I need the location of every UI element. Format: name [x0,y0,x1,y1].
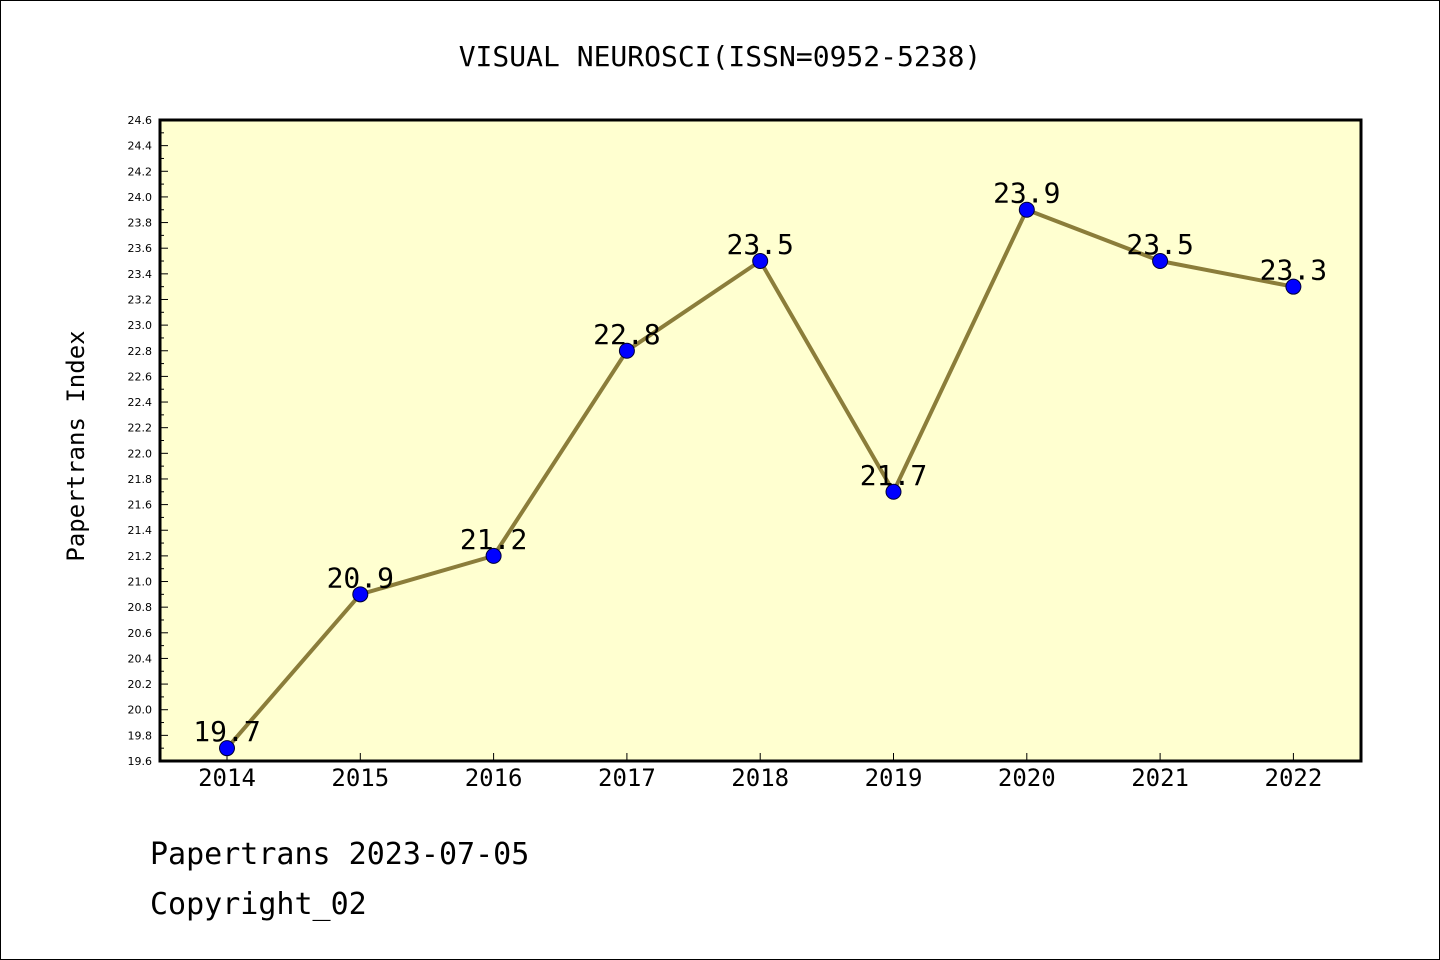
footer-date: Papertrans 2023-07-05 [150,837,529,872]
data-point [752,253,769,270]
x-axis: 2014 2015 2016 2017 2018 2019 2020 2021 2022 [198,753,1322,792]
data-point [352,586,369,603]
data-label: 22.8 [593,318,660,351]
data-label: 19.7 [193,715,260,748]
y-tick-label: 24.6 [128,114,153,127]
data-point [618,342,635,359]
data-point [485,547,502,564]
y-tick-label: 20.2 [128,678,153,691]
data-point [885,483,902,500]
y-tick-label: 21.2 [128,550,153,563]
plot-area [158,118,1363,763]
data-point [1018,201,1035,218]
y-axis: 19.6 19.8 20.0 20.2 20.4 20.6 20.8 21.0 21.2 21.4… [128,114,168,768]
y-tick-label: 22.2 [128,422,153,435]
data-label: 21.2 [460,523,527,556]
data-label: 23.5 [1126,228,1193,261]
data-label: 21.7 [860,459,927,492]
y-tick-label: 22.0 [128,447,153,460]
data-label: 23.9 [993,177,1060,210]
x-tick-label: 2016 [465,764,523,792]
data-point [219,740,235,757]
y-tick-label: 20.8 [128,601,153,614]
x-tick-label: 2017 [598,764,656,792]
y-tick-label: 23.8 [128,217,153,230]
y-tick-label: 21.8 [128,473,153,486]
data-label: 23.3 [1260,254,1327,287]
y-tick-label: 21.6 [128,499,153,512]
y-tick-label: 21.0 [128,576,153,589]
y-axis-label: Papertrans Index [62,330,90,561]
y-tick-label: 24.2 [128,165,153,178]
y-tick-label: 24.0 [128,191,153,204]
y-tick-label: 23.6 [128,242,153,255]
y-tick-label: 24.4 [128,140,153,153]
data-point [1152,253,1169,270]
y-tick-label: 22.8 [128,345,153,358]
y-tick-label: 21.4 [128,524,153,537]
y-tick-label: 23.2 [128,293,153,306]
footer-copyright: Copyright_02 [150,887,367,922]
marker-group [219,201,1302,757]
x-tick-label: 2015 [331,764,389,792]
x-tick-label: 2020 [998,764,1056,792]
x-tick-label: 2014 [198,764,256,792]
y-tick-label: 19.8 [128,729,153,742]
data-label: 20.9 [327,561,394,594]
x-tick-label: 2018 [731,764,789,792]
x-tick-label: 2021 [1131,764,1189,792]
data-point [1285,278,1302,295]
chart-title: VISUAL NEUROSCI(ISSN=0952-5238) [459,40,982,73]
y-tick-label: 22.4 [128,396,153,409]
y-tick-label: 20.4 [128,652,153,665]
data-label: 23.5 [726,228,793,261]
data-label-group: 19.7 20.9 21.2 22.8 23.5 21.7 23.9 23.5 23.3 [193,177,1327,748]
y-tick-label: 23.4 [128,268,153,281]
y-tick-label: 23.0 [128,319,153,332]
y-tick-label: 19.6 [128,755,153,768]
y-tick-label: 20.6 [128,627,153,640]
y-tick-label: 22.6 [128,370,153,383]
x-tick-label: 2022 [1265,764,1323,792]
x-tick-label: 2019 [865,764,923,792]
y-tick-label: 20.0 [128,704,153,717]
